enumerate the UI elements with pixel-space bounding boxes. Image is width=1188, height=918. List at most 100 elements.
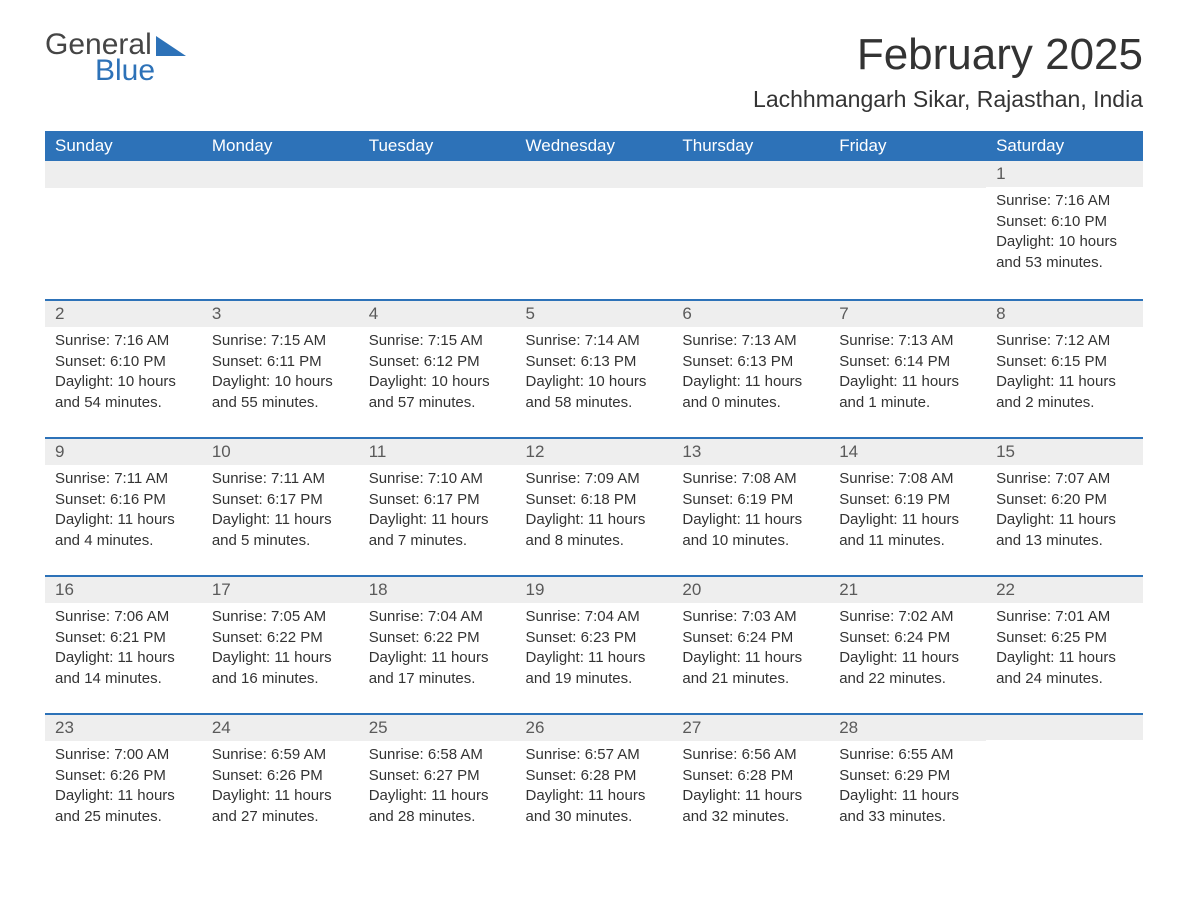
- sunrise-text: Sunrise: 7:14 AM: [526, 331, 663, 352]
- sunset-text: Sunset: 6:23 PM: [526, 628, 663, 649]
- calendar-week-row: 1Sunrise: 7:16 AMSunset: 6:10 PMDaylight…: [45, 161, 1143, 299]
- day-number: 21: [829, 575, 986, 603]
- daylight-text: Daylight: 11 hours and 5 minutes.: [212, 510, 349, 551]
- day-number: 16: [45, 575, 202, 603]
- sunrise-text: Sunrise: 7:02 AM: [839, 607, 976, 628]
- calendar-cell: 5Sunrise: 7:14 AMSunset: 6:13 PMDaylight…: [516, 299, 673, 437]
- sunrise-text: Sunrise: 6:58 AM: [369, 745, 506, 766]
- daylight-text: Daylight: 11 hours and 7 minutes.: [369, 510, 506, 551]
- sunset-text: Sunset: 6:22 PM: [212, 628, 349, 649]
- sunrise-text: Sunrise: 7:01 AM: [996, 607, 1133, 628]
- calendar-cell: 2Sunrise: 7:16 AMSunset: 6:10 PMDaylight…: [45, 299, 202, 437]
- day-details: Sunrise: 7:13 AMSunset: 6:13 PMDaylight:…: [672, 327, 829, 422]
- day-number: 15: [986, 437, 1143, 465]
- sunset-text: Sunset: 6:13 PM: [682, 352, 819, 373]
- day-number: 5: [516, 299, 673, 327]
- day-details: Sunrise: 6:59 AMSunset: 6:26 PMDaylight:…: [202, 741, 359, 836]
- calendar-cell: [516, 161, 673, 299]
- daylight-text: Daylight: 11 hours and 1 minute.: [839, 372, 976, 413]
- sunrise-text: Sunrise: 7:16 AM: [55, 331, 192, 352]
- day-number: 2: [45, 299, 202, 327]
- calendar-week-row: 16Sunrise: 7:06 AMSunset: 6:21 PMDayligh…: [45, 575, 1143, 713]
- sunset-text: Sunset: 6:21 PM: [55, 628, 192, 649]
- calendar-cell: 3Sunrise: 7:15 AMSunset: 6:11 PMDaylight…: [202, 299, 359, 437]
- calendar-cell: [202, 161, 359, 299]
- day-details: Sunrise: 6:55 AMSunset: 6:29 PMDaylight:…: [829, 741, 986, 836]
- day-number: 13: [672, 437, 829, 465]
- day-number: 1: [986, 161, 1143, 187]
- empty-day: [516, 161, 673, 188]
- day-details: Sunrise: 7:06 AMSunset: 6:21 PMDaylight:…: [45, 603, 202, 698]
- day-details: Sunrise: 7:02 AMSunset: 6:24 PMDaylight:…: [829, 603, 986, 698]
- calendar-week-row: 9Sunrise: 7:11 AMSunset: 6:16 PMDaylight…: [45, 437, 1143, 575]
- calendar-cell: 7Sunrise: 7:13 AMSunset: 6:14 PMDaylight…: [829, 299, 986, 437]
- day-details: Sunrise: 7:00 AMSunset: 6:26 PMDaylight:…: [45, 741, 202, 836]
- daylight-text: Daylight: 11 hours and 33 minutes.: [839, 786, 976, 827]
- day-details: Sunrise: 6:56 AMSunset: 6:28 PMDaylight:…: [672, 741, 829, 836]
- daylight-text: Daylight: 11 hours and 10 minutes.: [682, 510, 819, 551]
- sunset-text: Sunset: 6:19 PM: [839, 490, 976, 511]
- sunrise-text: Sunrise: 7:11 AM: [55, 469, 192, 490]
- header: General Blue February 2025 Lachhmangarh …: [45, 30, 1143, 113]
- daylight-text: Daylight: 11 hours and 24 minutes.: [996, 648, 1133, 689]
- day-number: 8: [986, 299, 1143, 327]
- sunset-text: Sunset: 6:19 PM: [682, 490, 819, 511]
- daylight-text: Daylight: 11 hours and 21 minutes.: [682, 648, 819, 689]
- empty-day: [986, 713, 1143, 740]
- sunset-text: Sunset: 6:18 PM: [526, 490, 663, 511]
- sunrise-text: Sunrise: 6:55 AM: [839, 745, 976, 766]
- calendar-cell: 16Sunrise: 7:06 AMSunset: 6:21 PMDayligh…: [45, 575, 202, 713]
- calendar-cell: 20Sunrise: 7:03 AMSunset: 6:24 PMDayligh…: [672, 575, 829, 713]
- sunset-text: Sunset: 6:17 PM: [212, 490, 349, 511]
- day-details: Sunrise: 7:16 AMSunset: 6:10 PMDaylight:…: [45, 327, 202, 422]
- sunrise-text: Sunrise: 7:07 AM: [996, 469, 1133, 490]
- sunset-text: Sunset: 6:11 PM: [212, 352, 349, 373]
- calendar-cell: [986, 713, 1143, 851]
- day-details: Sunrise: 6:58 AMSunset: 6:27 PMDaylight:…: [359, 741, 516, 836]
- sunrise-text: Sunrise: 7:11 AM: [212, 469, 349, 490]
- day-details: Sunrise: 7:10 AMSunset: 6:17 PMDaylight:…: [359, 465, 516, 560]
- day-details: Sunrise: 7:08 AMSunset: 6:19 PMDaylight:…: [672, 465, 829, 560]
- day-header: Monday: [202, 131, 359, 161]
- day-number: 20: [672, 575, 829, 603]
- sunset-text: Sunset: 6:20 PM: [996, 490, 1133, 511]
- calendar-cell: [829, 161, 986, 299]
- sunset-text: Sunset: 6:15 PM: [996, 352, 1133, 373]
- sunrise-text: Sunrise: 7:00 AM: [55, 745, 192, 766]
- day-number: 14: [829, 437, 986, 465]
- calendar-cell: 19Sunrise: 7:04 AMSunset: 6:23 PMDayligh…: [516, 575, 673, 713]
- day-number: 18: [359, 575, 516, 603]
- daylight-text: Daylight: 11 hours and 28 minutes.: [369, 786, 506, 827]
- day-number: 6: [672, 299, 829, 327]
- day-details: Sunrise: 7:14 AMSunset: 6:13 PMDaylight:…: [516, 327, 673, 422]
- calendar-cell: 17Sunrise: 7:05 AMSunset: 6:22 PMDayligh…: [202, 575, 359, 713]
- day-details: Sunrise: 7:04 AMSunset: 6:22 PMDaylight:…: [359, 603, 516, 698]
- calendar-cell: 12Sunrise: 7:09 AMSunset: 6:18 PMDayligh…: [516, 437, 673, 575]
- sunset-text: Sunset: 6:22 PM: [369, 628, 506, 649]
- daylight-text: Daylight: 11 hours and 30 minutes.: [526, 786, 663, 827]
- day-header: Saturday: [986, 131, 1143, 161]
- daylight-text: Daylight: 10 hours and 53 minutes.: [996, 232, 1133, 273]
- sunrise-text: Sunrise: 7:05 AM: [212, 607, 349, 628]
- calendar-cell: 14Sunrise: 7:08 AMSunset: 6:19 PMDayligh…: [829, 437, 986, 575]
- sunset-text: Sunset: 6:17 PM: [369, 490, 506, 511]
- logo-text-2: Blue: [95, 56, 186, 86]
- sunrise-text: Sunrise: 7:06 AM: [55, 607, 192, 628]
- day-number: 25: [359, 713, 516, 741]
- sunrise-text: Sunrise: 7:15 AM: [369, 331, 506, 352]
- daylight-text: Daylight: 11 hours and 2 minutes.: [996, 372, 1133, 413]
- daylight-text: Daylight: 11 hours and 27 minutes.: [212, 786, 349, 827]
- day-details: Sunrise: 7:11 AMSunset: 6:16 PMDaylight:…: [45, 465, 202, 560]
- calendar-cell: 24Sunrise: 6:59 AMSunset: 6:26 PMDayligh…: [202, 713, 359, 851]
- day-number: 26: [516, 713, 673, 741]
- sunset-text: Sunset: 6:28 PM: [526, 766, 663, 787]
- sunset-text: Sunset: 6:12 PM: [369, 352, 506, 373]
- sunrise-text: Sunrise: 7:09 AM: [526, 469, 663, 490]
- daylight-text: Daylight: 10 hours and 57 minutes.: [369, 372, 506, 413]
- calendar-cell: 22Sunrise: 7:01 AMSunset: 6:25 PMDayligh…: [986, 575, 1143, 713]
- day-details: Sunrise: 7:15 AMSunset: 6:12 PMDaylight:…: [359, 327, 516, 422]
- sunset-text: Sunset: 6:25 PM: [996, 628, 1133, 649]
- sunrise-text: Sunrise: 7:10 AM: [369, 469, 506, 490]
- calendar-cell: [45, 161, 202, 299]
- calendar-cell: 4Sunrise: 7:15 AMSunset: 6:12 PMDaylight…: [359, 299, 516, 437]
